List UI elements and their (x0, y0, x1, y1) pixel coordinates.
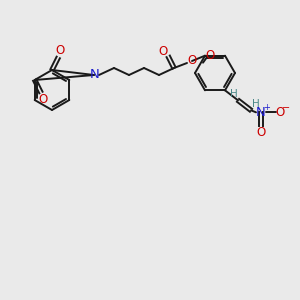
Text: +: + (264, 103, 270, 112)
Text: O: O (275, 106, 285, 119)
Text: N: N (256, 106, 266, 119)
Text: O: O (256, 126, 266, 139)
Text: −: − (282, 103, 290, 113)
Text: O: O (206, 49, 214, 62)
Text: O: O (188, 55, 196, 68)
Text: O: O (159, 45, 168, 58)
Text: N: N (90, 68, 100, 82)
Text: O: O (38, 93, 48, 106)
Text: H: H (230, 89, 238, 99)
Text: H: H (252, 99, 260, 109)
Text: O: O (56, 44, 65, 57)
